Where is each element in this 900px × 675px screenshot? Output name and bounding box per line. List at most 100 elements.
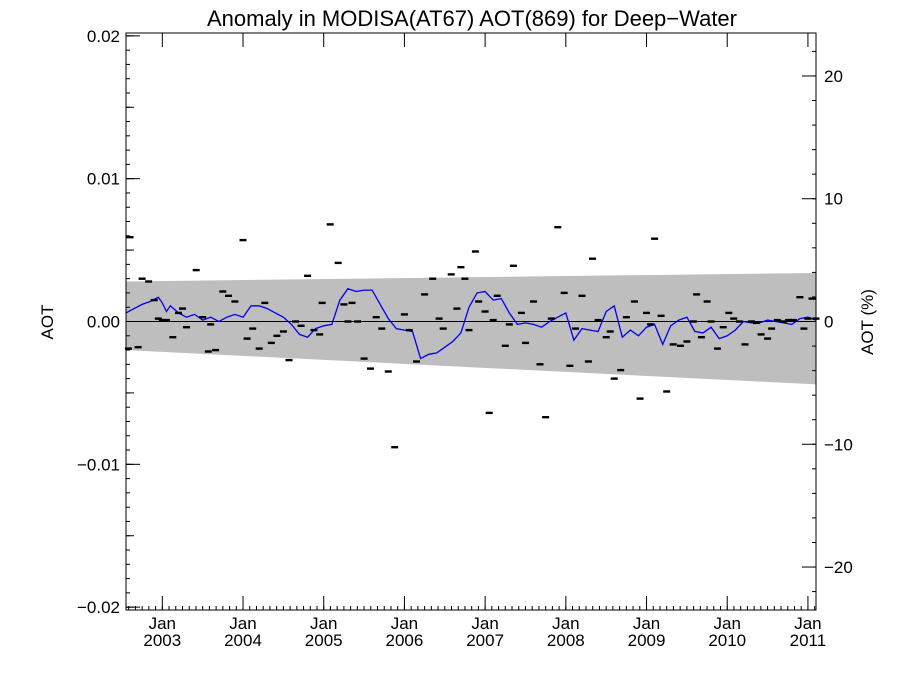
data-point: [183, 326, 190, 329]
x-tick-year-label: 2005: [305, 631, 343, 650]
data-point: [378, 327, 386, 330]
data-point: [400, 313, 408, 316]
y-tick-label: 0.00: [87, 313, 120, 332]
x-tick-year-label: 2007: [466, 631, 504, 650]
data-point: [429, 277, 437, 280]
data-point: [773, 318, 781, 322]
data-point: [475, 300, 483, 303]
y-axis-label: AOT: [38, 305, 57, 340]
y2-tick-label: 0: [824, 313, 833, 332]
data-point: [768, 327, 776, 330]
data-point: [800, 327, 808, 330]
x-tick-month-label: Jan: [471, 614, 498, 633]
data-point: [435, 317, 443, 320]
y2-tick-label: −20: [824, 558, 853, 577]
data-point: [126, 236, 134, 239]
x-tick-year-label: 2006: [386, 631, 424, 650]
data-point: [636, 397, 644, 400]
data-point: [447, 273, 455, 276]
data-point: [622, 316, 630, 319]
chart-title: Anomaly in MODISA(AT67) AOT(869) for Dee…: [207, 6, 737, 31]
y-tick-label: 0.02: [87, 27, 120, 46]
data-point: [413, 360, 420, 363]
data-point: [530, 300, 537, 303]
data-point: [279, 330, 287, 333]
anomaly-series-line: [125, 287, 817, 360]
data-point: [340, 303, 348, 306]
data-point: [560, 291, 568, 295]
data-point: [134, 346, 142, 349]
data-point: [752, 321, 760, 325]
data-point: [572, 327, 579, 330]
data-point: [630, 300, 638, 303]
data-point: [683, 340, 691, 343]
data-point: [310, 328, 318, 332]
data-point: [391, 446, 399, 449]
y-tick-label: −0.02: [77, 598, 120, 617]
data-point: [719, 326, 727, 329]
data-point: [261, 301, 269, 305]
data-point: [231, 300, 239, 303]
data-point: [489, 318, 497, 322]
data-point: [239, 238, 247, 242]
data-point: [669, 343, 677, 346]
data-point: [697, 336, 705, 339]
data-point: [785, 318, 793, 322]
data-point: [714, 347, 721, 350]
data-point: [243, 337, 251, 340]
data-point: [606, 330, 614, 333]
data-point: [780, 320, 788, 323]
data-point: [493, 294, 501, 297]
data-point: [693, 293, 701, 296]
data-point: [747, 320, 755, 323]
data-point: [741, 343, 749, 346]
data-point: [154, 317, 162, 320]
x-tick-month-label: Jan: [633, 614, 660, 633]
y2-tick-label: 10: [824, 190, 843, 209]
data-point: [703, 300, 711, 303]
data-point: [522, 341, 529, 345]
data-point: [439, 327, 447, 330]
data-point: [285, 358, 293, 362]
data-point: [405, 328, 413, 332]
data-point: [316, 333, 324, 336]
data-point: [384, 370, 392, 373]
y2-axis-label: AOT (%): [858, 289, 877, 355]
data-point: [318, 301, 326, 305]
data-point: [808, 297, 816, 300]
data-point: [453, 307, 461, 310]
data-point: [505, 323, 513, 326]
data-point: [651, 237, 659, 240]
x-tick-month-label: Jan: [552, 614, 579, 633]
data-point: [589, 257, 596, 260]
data-point: [707, 320, 715, 323]
x-tick-month-label: Jan: [794, 614, 821, 633]
data-point: [663, 390, 671, 393]
data-point: [138, 277, 146, 280]
data-point: [344, 320, 352, 323]
data-point: [145, 280, 153, 283]
data-point: [465, 328, 473, 332]
data-point: [334, 261, 342, 265]
data-point: [273, 334, 281, 337]
data-point: [536, 363, 544, 366]
data-point: [547, 317, 555, 320]
data-point: [730, 317, 738, 320]
plot-area: 0.020.010.00−0.01−0.0220100−10−20Jan2003…: [77, 27, 853, 650]
data-point: [566, 364, 574, 367]
data-point: [610, 377, 618, 380]
data-point: [554, 226, 562, 229]
data-point: [292, 320, 299, 323]
y2-tick-label: −10: [824, 435, 853, 454]
data-point: [207, 323, 215, 326]
x-tick-month-label: Jan: [229, 614, 256, 633]
data-point: [326, 223, 334, 226]
data-point: [594, 318, 602, 322]
data-point: [735, 320, 743, 323]
data-point: [647, 323, 655, 326]
data-point: [542, 416, 550, 419]
y-tick-label: 0.01: [87, 170, 120, 189]
data-point: [162, 318, 170, 322]
data-point: [725, 311, 733, 315]
